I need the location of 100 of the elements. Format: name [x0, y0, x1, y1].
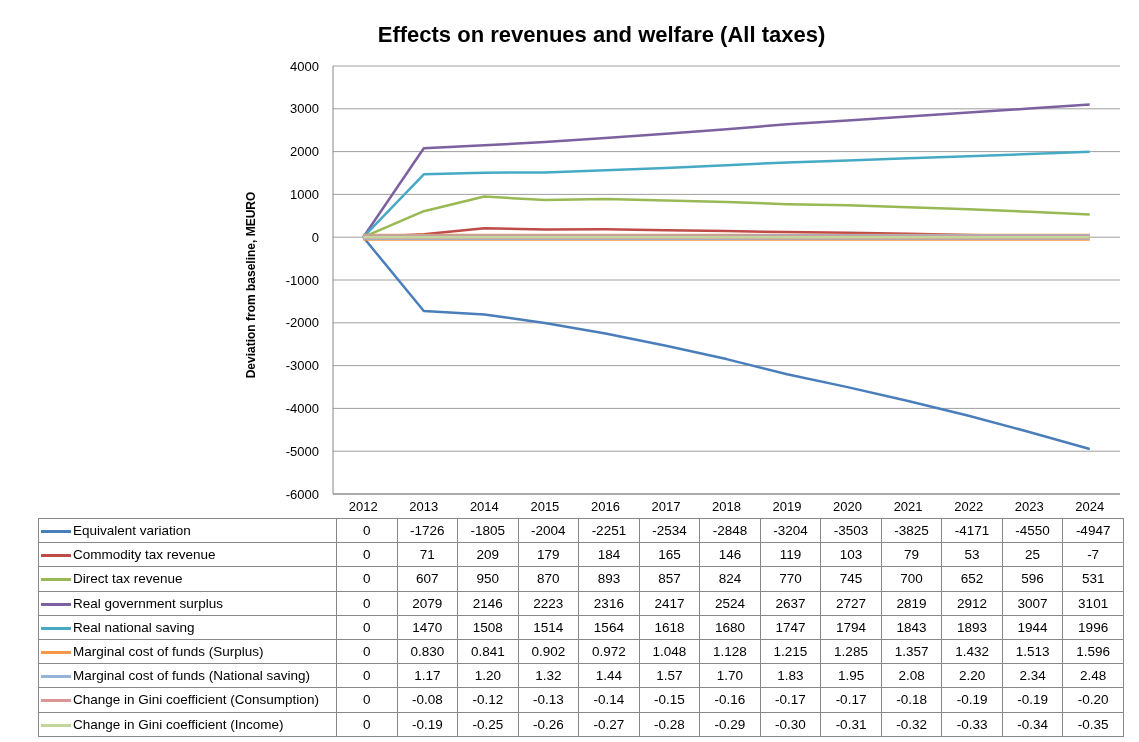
data-label: 870: [518, 566, 579, 592]
y-tick-label: -4000: [285, 401, 319, 417]
x-tick-label: 2024: [1075, 499, 1105, 515]
data-label: -0.26: [518, 712, 579, 737]
data-label: 25: [1002, 542, 1063, 567]
x-tick-label: 2014: [469, 499, 499, 515]
data-label: 2417: [639, 591, 700, 616]
data-label: -0.30: [760, 712, 821, 737]
data-label: 1.17: [397, 663, 458, 688]
data-label: 0.830: [397, 639, 458, 664]
data-label: 119: [760, 542, 821, 567]
data-label: 1564: [578, 615, 640, 640]
x-tick-label: 2018: [712, 499, 741, 515]
data-label: 2524: [699, 591, 761, 616]
data-label: -0.19: [1002, 687, 1063, 712]
data-label: -0.32: [881, 712, 942, 737]
data-label: -0.33: [941, 712, 1003, 737]
data-label: -3503: [820, 518, 882, 543]
data-label: -0.27: [578, 712, 640, 737]
data-label: 0: [336, 542, 398, 567]
data-label: 1.95: [820, 663, 882, 688]
y-tick-label: 3000: [290, 101, 319, 117]
data-label: -4947: [1062, 518, 1124, 543]
y-tick-label: 1000: [290, 187, 319, 203]
data-label: -0.17: [820, 687, 882, 712]
data-label: 1.32: [518, 663, 579, 688]
x-tick-label: 2016: [590, 499, 620, 515]
data-label: 1680: [699, 615, 761, 640]
data-label: 3007: [1002, 591, 1063, 616]
data-label: 1.513: [1002, 639, 1063, 664]
y-tick-label: -2000: [285, 315, 319, 331]
data-label: 1.285: [820, 639, 882, 664]
data-label: 71: [397, 542, 458, 567]
data-label: -7: [1062, 542, 1124, 567]
data-label: 1470: [397, 615, 458, 640]
data-label: 1843: [881, 615, 942, 640]
legend-label: Change in Gini coefficient (Consumption): [73, 692, 319, 708]
data-label: -4550: [1002, 518, 1063, 543]
data-label: -0.29: [699, 712, 761, 737]
x-tick-label: 2023: [1014, 499, 1044, 515]
data-label: 1.83: [760, 663, 821, 688]
data-label: -2004: [518, 518, 579, 543]
data-label: 1.20: [457, 663, 519, 688]
legend-label: Real government surplus: [73, 595, 224, 611]
x-tick-label: 2019: [772, 499, 802, 515]
data-label: 2819: [881, 591, 942, 616]
legend-label: Change in Gini coefficient (Income): [73, 716, 284, 732]
data-label: 0: [336, 687, 398, 712]
data-label: 1.596: [1062, 639, 1124, 664]
data-label: 0: [336, 591, 398, 616]
data-label: 1.432: [941, 639, 1003, 664]
data-label: 1.128: [699, 639, 761, 664]
data-label: -2251: [578, 518, 640, 543]
data-label: -0.16: [699, 687, 761, 712]
data-label: 0.902: [518, 639, 579, 664]
y-tick-label: -5000: [285, 443, 319, 459]
data-label: 1944: [1002, 615, 1063, 640]
data-label: -0.15: [639, 687, 700, 712]
data-label: -0.12: [457, 687, 519, 712]
data-label: 1514: [518, 615, 579, 640]
data-label: 53: [941, 542, 1003, 567]
data-label: -2848: [699, 518, 761, 543]
data-label: 607: [397, 566, 458, 592]
data-label: 1996: [1062, 615, 1124, 640]
legend-label: Equivalent variation: [73, 523, 191, 539]
data-label: 1.70: [699, 663, 761, 688]
chart-title: Effects on revenues and welfare (All taxes): [376, 22, 827, 48]
data-label: -0.19: [941, 687, 1003, 712]
data-label: 1794: [820, 615, 882, 640]
data-label: -0.31: [820, 712, 882, 737]
data-label: 3101: [1062, 591, 1124, 616]
y-tick-label: -6000: [285, 486, 319, 502]
data-label: -0.19: [397, 712, 458, 737]
data-label: 2146: [457, 591, 519, 616]
y-tick-label: 0: [311, 229, 319, 245]
data-label: 2.08: [881, 663, 942, 688]
data-label: 1893: [941, 615, 1003, 640]
data-label: 596: [1002, 566, 1063, 592]
data-label: 0: [336, 712, 398, 737]
data-label: -4171: [941, 518, 1003, 543]
data-label: -1726: [397, 518, 458, 543]
legend-label: Direct tax revenue: [73, 571, 183, 587]
data-label: 79: [881, 542, 942, 567]
data-label: 2637: [760, 591, 821, 616]
data-label: -3204: [760, 518, 821, 543]
data-label: 0.841: [457, 639, 519, 664]
data-label: 2.20: [941, 663, 1003, 688]
data-label: 2316: [578, 591, 640, 616]
data-label: 700: [881, 566, 942, 592]
data-label: 857: [639, 566, 700, 592]
data-label: 179: [518, 542, 579, 567]
data-label: 950: [457, 566, 519, 592]
x-tick-label: 2021: [893, 499, 923, 515]
y-tick-label: 2000: [290, 144, 319, 160]
data-label: -0.28: [639, 712, 700, 737]
legend-label: Commodity tax revenue: [73, 547, 216, 563]
data-label: -0.25: [457, 712, 519, 737]
data-label: 1.357: [881, 639, 942, 664]
data-label: 0: [336, 615, 398, 640]
y-tick-label: -3000: [285, 358, 319, 374]
